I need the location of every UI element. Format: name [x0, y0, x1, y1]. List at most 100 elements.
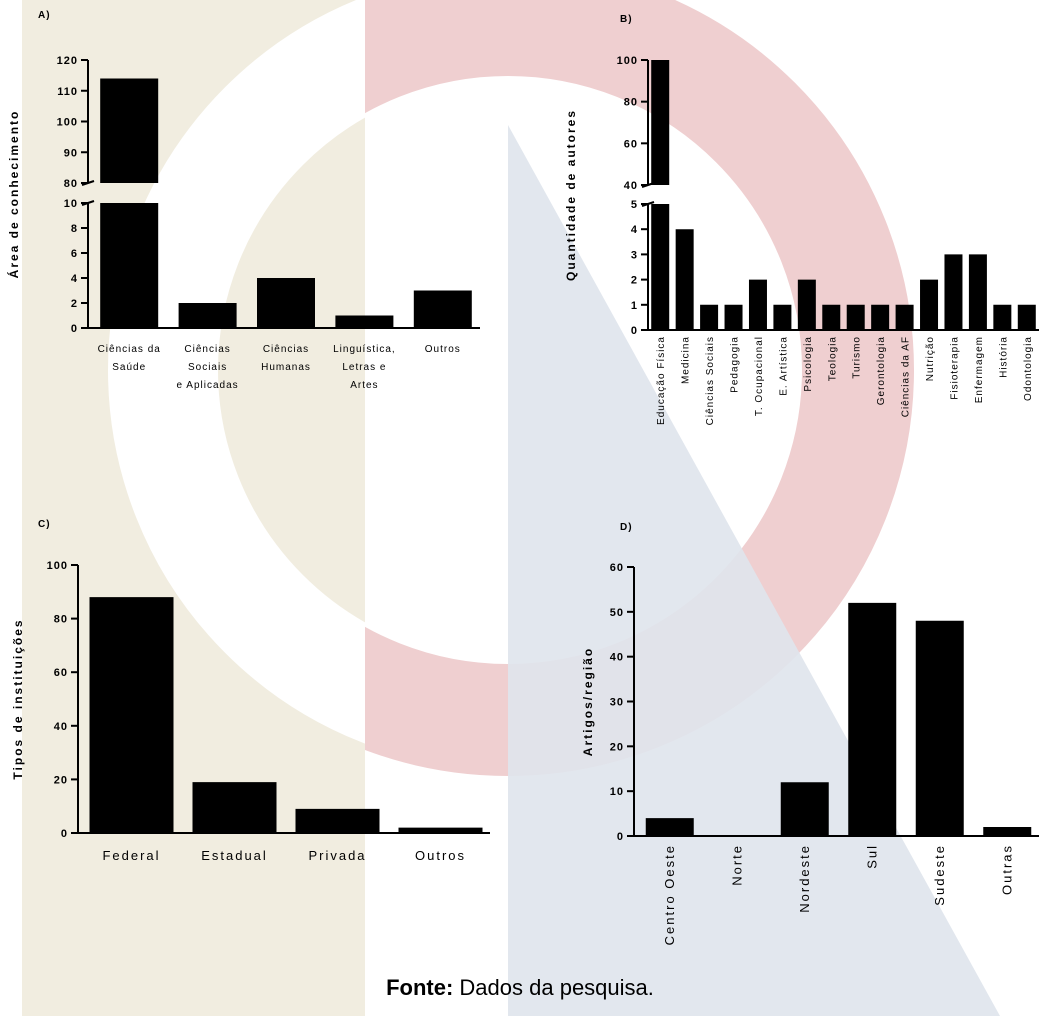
y-tick-label: 0 [617, 831, 624, 843]
x-tick-label: Odontologia [1023, 336, 1034, 401]
x-tick-label: Outros [415, 848, 466, 863]
y-tick-label: 80 [624, 97, 638, 109]
y-axis-label: Área de conhecimento [6, 110, 21, 279]
bar [871, 304, 890, 330]
y-tick-label: 80 [54, 614, 68, 626]
y-tick-label: 8 [71, 223, 78, 235]
x-tick-label: Linguística, Letras e Artes [333, 344, 396, 391]
bar [797, 279, 816, 330]
bar [295, 808, 380, 833]
x-tick-label: T. Ocupacional [754, 336, 765, 416]
y-tick-label: 20 [54, 774, 68, 786]
x-tick-label-line: Ciências [263, 344, 309, 355]
x-tick-label: Privada [308, 848, 366, 863]
y-tick-label: 5 [631, 199, 638, 211]
x-tick-label: Sul [864, 844, 879, 869]
y-tick-label: 40 [624, 180, 638, 192]
bar [1017, 304, 1036, 330]
bar [895, 304, 914, 330]
y-axis-label: Tipos de instituições [11, 618, 25, 779]
bar [178, 303, 237, 328]
y-tick-label: 90 [64, 147, 78, 159]
bar [675, 229, 694, 330]
y-tick-label: 0 [71, 323, 78, 335]
x-tick-label-line: Linguística, [333, 344, 396, 355]
y-tick-label: 40 [54, 721, 68, 733]
x-tick-label: E. Artística [778, 336, 789, 396]
y-tick-label: 10 [64, 198, 78, 210]
chart-title: C) [38, 519, 51, 530]
x-tick-label: Outras [999, 844, 1014, 895]
source-label: Fonte: [386, 975, 453, 1000]
y-tick-label: 50 [610, 607, 624, 619]
x-tick-label: Federal [102, 848, 160, 863]
x-tick-label: Teologia [827, 336, 838, 381]
y-tick-label: 10 [610, 786, 624, 798]
y-axis-label: Quantidade de autores [564, 109, 578, 281]
bar [968, 254, 987, 330]
y-tick-label: 3 [631, 249, 638, 261]
x-tick-label-line: Artes [350, 380, 378, 391]
y-tick-label: 100 [47, 560, 68, 572]
chart-title: B) [620, 14, 633, 25]
background [22, 0, 1000, 1016]
x-tick-label: Nordeste [797, 844, 812, 913]
y-tick-label: 20 [610, 741, 624, 753]
bar [846, 304, 865, 330]
x-tick-label: Centro Oeste [662, 844, 677, 945]
bar [822, 304, 841, 330]
x-tick-label: Gerontologia [876, 336, 887, 405]
bar [773, 304, 792, 330]
bar [651, 60, 670, 330]
x-tick-label-line: Humanas [261, 362, 311, 373]
x-tick-label: Estadual [201, 848, 268, 863]
y-tick-label: 40 [610, 652, 624, 664]
chart-title: D) [620, 522, 633, 533]
y-axis-label: Artigos/região [581, 647, 595, 756]
white-ring [108, 0, 365, 743]
x-tick-label: Fisioterapia [949, 336, 960, 400]
x-tick-label: Pedagogia [730, 336, 741, 393]
bar [983, 827, 1032, 836]
chart-title: A) [38, 10, 51, 21]
x-tick-label: Nutrição [925, 336, 936, 381]
x-tick-label: Sudeste [932, 844, 947, 906]
bar [920, 279, 939, 330]
y-tick-label: 2 [631, 275, 638, 287]
y-tick-label: 4 [71, 273, 78, 285]
bar [944, 254, 963, 330]
y-tick-label: 60 [610, 562, 624, 574]
y-tick-label: 1 [631, 300, 638, 312]
x-tick-label-line: Saúde [112, 362, 146, 373]
y-tick-label: 100 [617, 55, 638, 67]
x-tick-label: Ciências da Saúde [98, 344, 161, 373]
bar [848, 602, 897, 836]
x-tick-label: Outros [425, 344, 461, 355]
y-tick-label: 4 [631, 224, 638, 236]
x-tick-label-line: Sociais [188, 362, 227, 373]
bar [748, 279, 767, 330]
y-tick-label: 110 [57, 86, 78, 98]
bar [398, 827, 483, 833]
bar [89, 597, 174, 833]
y-tick-label: 80 [64, 178, 78, 190]
x-tick-label-line: Ciências da [98, 344, 161, 355]
bar [192, 782, 277, 833]
blue-triangle [508, 125, 1000, 1016]
y-tick-label: 0 [631, 325, 638, 337]
bar [645, 818, 694, 836]
x-tick-label: Ciências Sociais [705, 336, 716, 425]
source-note: Fonte: Dados da pesquisa. [386, 975, 654, 1000]
x-tick-label: Psicologia [803, 336, 814, 392]
bar [993, 304, 1012, 330]
bar [724, 304, 743, 330]
x-tick-label: Turismo [852, 336, 863, 379]
x-tick-label: Ciências Humanas [261, 344, 311, 373]
y-tick-label: 60 [54, 667, 68, 679]
x-tick-label: Ciências da AF [901, 336, 912, 417]
bar [780, 782, 829, 836]
bar [700, 304, 719, 330]
bar [915, 620, 964, 836]
x-tick-label: Medicina [681, 336, 692, 384]
